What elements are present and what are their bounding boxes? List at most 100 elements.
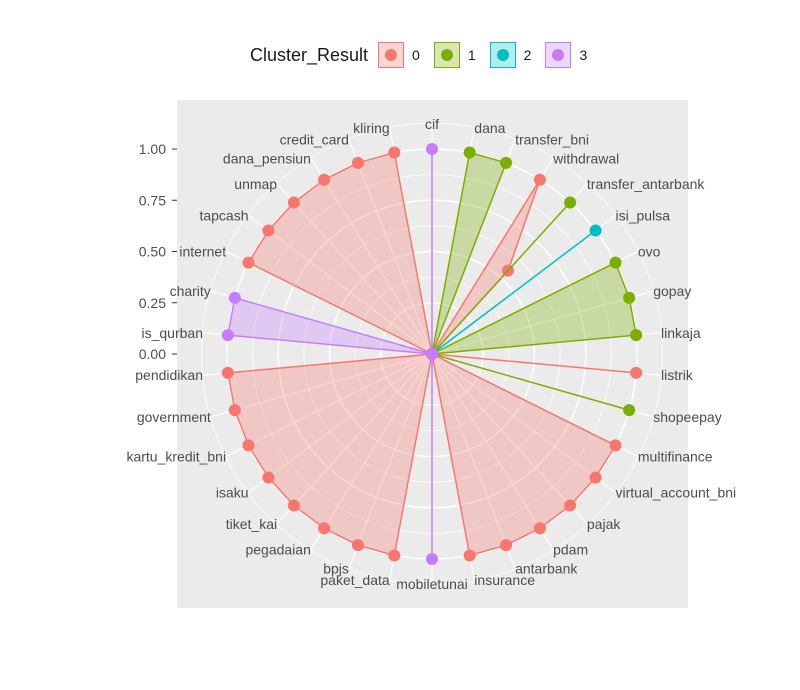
y-tick-label: 0.75	[139, 192, 166, 208]
y-tick-label: 0.00	[139, 346, 166, 362]
point-1-dana	[463, 146, 476, 159]
category-label: pendidikan	[135, 367, 203, 383]
category-label: bpjs	[323, 561, 349, 577]
point-2-isi_pulsa	[589, 224, 602, 237]
category-label: tiket_kai	[226, 516, 277, 532]
point-0-paket_data	[388, 549, 401, 562]
legend-label-2: 2	[523, 47, 532, 63]
point-3-kliring	[426, 348, 438, 360]
category-label: cif	[425, 116, 439, 132]
category-label: listrik	[661, 367, 694, 383]
point-1-gopay	[623, 291, 636, 304]
category-label: transfer_antarbank	[587, 176, 706, 192]
grid-spoke	[276, 183, 433, 355]
grid-spoke	[247, 214, 433, 355]
category-label: kliring	[353, 120, 390, 136]
y-tick-label: 1.00	[139, 141, 166, 157]
point-0-pdam	[533, 522, 546, 535]
series-area-3	[227, 148, 433, 560]
point-1-transfer_bni	[500, 156, 513, 169]
point-0-antarbank	[500, 539, 513, 552]
category-label: internet	[179, 244, 226, 260]
point-0-bpjs	[351, 539, 364, 552]
point-3-mobiletunai	[426, 553, 438, 565]
category-label: linkaja	[661, 325, 701, 341]
category-label: virtual_account_bni	[616, 485, 737, 501]
legend-key-3	[545, 42, 572, 68]
grid-spoke	[431, 290, 654, 355]
legend-dot-1	[440, 49, 453, 61]
grid-spoke	[431, 353, 588, 525]
category-label: credit_card	[280, 132, 349, 148]
legend-label-1: 1	[467, 47, 476, 63]
point-0-pegadaian	[318, 522, 331, 535]
point-1-ovo	[609, 256, 622, 269]
point-0-virtual_account_bni	[589, 471, 602, 484]
category-label: charity	[170, 283, 211, 299]
y-tick-labels: 0.00 0.25 0.50 0.75 1.00	[139, 141, 177, 362]
point-1-shopeepay	[623, 404, 636, 417]
category-label: tapcash	[199, 207, 248, 223]
category-label: unmap	[234, 176, 277, 192]
point-1-linkaja	[630, 329, 643, 342]
point-0-kliring	[388, 146, 401, 159]
point-0-listrik	[630, 366, 643, 379]
point-3-charity	[228, 291, 241, 304]
legend-dot-0	[385, 49, 398, 61]
legend-key-1	[433, 42, 460, 68]
grid-spoke	[348, 138, 433, 355]
point-0-pajak	[564, 499, 577, 512]
legend-title: Cluster_Result	[250, 44, 369, 65]
category-label: pegadaian	[245, 542, 310, 558]
point-0-insurance	[463, 549, 476, 562]
category-labels: cif dana transfer_bni withdrawal transfer_an…	[126, 116, 736, 592]
point-0-internet	[242, 256, 255, 269]
grid-spoke	[310, 157, 433, 355]
category-label: gopay	[653, 283, 691, 299]
grid-spoke	[225, 353, 433, 458]
grid-spoke	[348, 353, 433, 570]
category-label: mobiletunai	[396, 576, 468, 592]
legend-entry-0: 0	[378, 42, 420, 68]
category-label: isaku	[216, 485, 249, 501]
point-0-dana_pensiun	[318, 173, 331, 186]
point-0-isaku	[262, 471, 275, 484]
grid-spoke	[210, 353, 433, 418]
y-tick-label: 0.25	[139, 295, 166, 311]
point-3-cif	[426, 143, 438, 155]
point-0-withdrawal	[533, 173, 546, 186]
category-label: ovo	[638, 244, 661, 260]
point-0-kartu_kredit_bni	[242, 439, 255, 452]
point-3-is_qurban	[221, 329, 234, 342]
point-0-credit_card	[351, 156, 364, 169]
series-layer	[221, 143, 643, 565]
category-label: dana_pensiun	[223, 151, 311, 167]
legend-entry-2: 2	[489, 42, 532, 68]
category-label: dana	[474, 120, 505, 136]
category-label: antarbank	[515, 561, 578, 577]
category-label: insurance	[474, 572, 535, 588]
grid-spoke	[247, 353, 433, 494]
grid-spoke	[431, 353, 516, 570]
point-0-unmap	[287, 196, 300, 209]
category-label: kartu_kredit_bni	[126, 449, 226, 465]
point-0-multifinance	[609, 439, 622, 452]
legend-entry-1: 1	[433, 42, 476, 68]
point-0-government	[228, 404, 241, 417]
category-label: withdrawal	[552, 151, 619, 167]
y-tick-label: 0.50	[139, 244, 166, 260]
grid-spoke	[431, 353, 617, 494]
point-0-pendidikan	[221, 366, 234, 379]
category-label: paket_data	[320, 572, 389, 588]
category-label: is_qurban	[142, 325, 204, 341]
point-0-tiket_kai	[287, 499, 300, 512]
category-label: isi_pulsa	[616, 207, 671, 223]
legend-label-0: 0	[412, 47, 420, 63]
category-label: multifinance	[638, 449, 713, 465]
category-label: transfer_bni	[515, 132, 589, 148]
legend-entry-3: 3	[545, 42, 587, 68]
legend-dot-3	[552, 49, 565, 61]
legend: Cluster_Result 0 1 2 3	[250, 40, 601, 70]
legend-label-3: 3	[579, 47, 588, 63]
